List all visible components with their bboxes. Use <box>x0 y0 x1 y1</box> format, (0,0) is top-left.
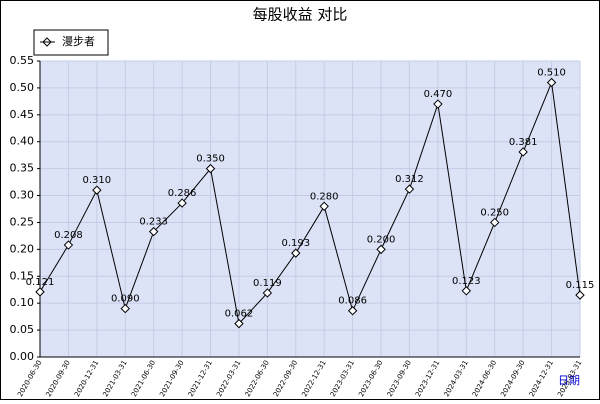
value-label: 0.470 <box>424 89 453 100</box>
y-tick-label: 0.10 <box>10 296 35 309</box>
value-label: 0.350 <box>196 154 225 165</box>
point <box>546 77 557 88</box>
plot-area <box>40 61 580 357</box>
point <box>262 288 273 298</box>
point <box>490 217 500 228</box>
y-tick-label: 0.05 <box>10 323 35 336</box>
value-label: 0.208 <box>54 230 83 241</box>
point <box>575 290 585 300</box>
value-label: 0.090 <box>111 294 140 305</box>
value-label: 0.312 <box>395 174 424 185</box>
series-line <box>39 80 581 325</box>
value-label: 0.310 <box>83 175 112 186</box>
value-label: 0.286 <box>168 188 197 199</box>
point <box>518 147 528 157</box>
point <box>63 240 74 250</box>
x-axis-label: 日期 <box>558 374 580 387</box>
point <box>92 185 102 195</box>
value-label: 0.280 <box>310 191 339 202</box>
point <box>319 201 329 212</box>
value-label: 0.193 <box>281 238 310 249</box>
point <box>148 226 159 237</box>
y-tick-label: 0.40 <box>10 135 35 148</box>
value-label: 0.121 <box>26 277 55 288</box>
legend-label: 漫步者 <box>62 34 95 48</box>
value-label: 0.250 <box>480 207 509 218</box>
y-tick-label: 0.50 <box>10 81 35 94</box>
value-label: 0.200 <box>367 234 396 245</box>
point <box>120 303 130 314</box>
value-label: 0.123 <box>452 276 481 287</box>
y-tick-label: 0.55 <box>10 54 35 67</box>
point <box>433 99 443 109</box>
y-tick-label: 0.35 <box>10 162 35 175</box>
point <box>347 306 358 316</box>
chart-title: 每股收益 对比 <box>253 6 348 24</box>
value-label: 0.062 <box>225 309 254 320</box>
point <box>234 318 244 329</box>
value-label: 0.086 <box>338 296 367 307</box>
point <box>291 248 301 258</box>
point <box>376 244 386 255</box>
point <box>35 287 45 297</box>
point <box>177 198 187 208</box>
point <box>461 286 472 296</box>
value-label: 0.119 <box>253 278 282 289</box>
value-label: 0.233 <box>139 217 168 228</box>
y-tick-label: 0.00 <box>10 350 35 363</box>
y-tick-label: 0.45 <box>10 108 35 121</box>
y-tick-label: 0.15 <box>10 269 35 282</box>
y-tick-label: 0.20 <box>10 242 35 255</box>
point <box>404 184 415 194</box>
y-tick-label: 0.25 <box>10 215 35 228</box>
value-label: 0.115 <box>566 280 595 291</box>
y-tick-label: 0.30 <box>10 189 35 202</box>
legend-box <box>33 29 109 56</box>
point <box>205 163 216 174</box>
value-label: 0.381 <box>509 137 538 148</box>
value-label: 0.510 <box>537 68 566 79</box>
